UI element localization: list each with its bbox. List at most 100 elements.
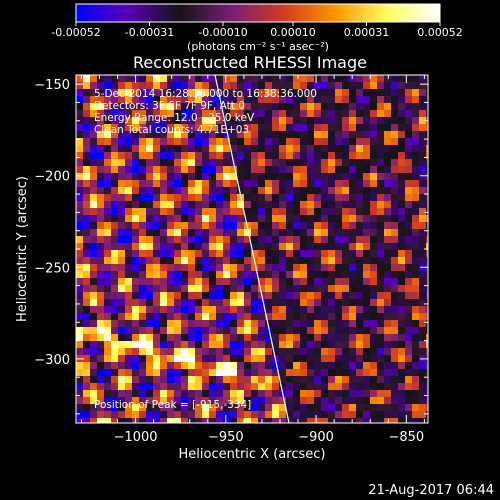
heatmap-cell: [370, 334, 377, 341]
heatmap-cell: [405, 306, 412, 313]
heatmap-cell: [293, 117, 300, 124]
heatmap-cell: [153, 124, 160, 131]
heatmap-cell: [195, 180, 202, 187]
heatmap-cell: [384, 404, 391, 411]
heatmap-cell: [377, 264, 384, 271]
heatmap-cell: [195, 334, 202, 341]
heatmap-cell: [258, 383, 265, 390]
heatmap-cell: [426, 222, 428, 229]
heatmap-cell: [174, 131, 181, 138]
heatmap-cell: [349, 152, 356, 159]
heatmap-cell: [370, 362, 377, 369]
heatmap-cell: [356, 278, 363, 285]
heatmap-cell: [209, 117, 216, 124]
heatmap-cell: [202, 334, 209, 341]
heatmap-cell: [314, 292, 321, 299]
heatmap-cell: [265, 173, 272, 180]
heatmap-cell: [307, 180, 314, 187]
heatmap-cell: [384, 341, 391, 348]
heatmap-cell: [405, 152, 412, 159]
heatmap-cell: [76, 124, 83, 131]
heatmap-cell: [118, 82, 125, 89]
heatmap-cell: [412, 173, 419, 180]
heatmap-cell: [265, 418, 272, 423]
heatmap-cell: [118, 397, 125, 404]
heatmap-cell: [272, 299, 279, 306]
heatmap-cell: [391, 138, 398, 145]
heatmap-cell: [419, 278, 426, 285]
heatmap-cell: [300, 355, 307, 362]
heatmap-cell: [118, 299, 125, 306]
heatmap-cell: [307, 285, 314, 292]
heatmap-cell: [335, 194, 342, 201]
heatmap-cell: [244, 187, 251, 194]
heatmap-cell: [384, 103, 391, 110]
heatmap-cell: [153, 236, 160, 243]
heatmap-cell: [286, 383, 293, 390]
heatmap-cell: [181, 96, 188, 103]
heatmap-cell: [223, 166, 230, 173]
heatmap-cell: [237, 376, 244, 383]
heatmap-cell: [314, 348, 321, 355]
heatmap-cell: [244, 173, 251, 180]
heatmap-cell: [216, 341, 223, 348]
heatmap-cell: [251, 138, 258, 145]
heatmap-cell: [181, 166, 188, 173]
heatmap-cell: [426, 376, 428, 383]
heatmap-cell: [426, 404, 428, 411]
heatmap-cell: [377, 397, 384, 404]
heatmap-cell: [335, 292, 342, 299]
heatmap-cell: [321, 166, 328, 173]
heatmap-cell: [335, 82, 342, 89]
heatmap-cell: [265, 96, 272, 103]
heatmap-cell: [342, 383, 349, 390]
heatmap-cell: [384, 306, 391, 313]
heatmap-cell: [251, 411, 258, 418]
heatmap-cell: [167, 327, 174, 334]
heatmap-cell: [398, 215, 405, 222]
heatmap-cell: [293, 320, 300, 327]
heatmap-cell: [370, 110, 377, 117]
heatmap-cell: [104, 264, 111, 271]
heatmap-cell: [391, 173, 398, 180]
heatmap-cell: [188, 110, 195, 117]
heatmap-cell: [146, 75, 153, 82]
heatmap-cell: [307, 173, 314, 180]
heatmap-cell: [209, 103, 216, 110]
heatmap-cell: [405, 383, 412, 390]
heatmap-cell: [160, 341, 167, 348]
heatmap-cell: [251, 397, 258, 404]
heatmap-cell: [258, 236, 265, 243]
heatmap-cell: [237, 257, 244, 264]
heatmap-cell: [349, 362, 356, 369]
heatmap-cell: [328, 103, 335, 110]
heatmap-cell: [307, 313, 314, 320]
heatmap-cell: [321, 194, 328, 201]
heatmap-cell: [244, 89, 251, 96]
heatmap-cell: [377, 285, 384, 292]
heatmap-cell: [125, 173, 132, 180]
heatmap-cell: [244, 229, 251, 236]
heatmap-cell: [167, 418, 174, 423]
heatmap-cell: [125, 285, 132, 292]
heatmap-cell: [230, 222, 237, 229]
heatmap-cell: [111, 250, 118, 257]
heatmap-cell: [293, 348, 300, 355]
heatmap-cell: [118, 124, 125, 131]
heatmap-cell: [83, 334, 90, 341]
heatmap-cell: [258, 103, 265, 110]
heatmap-cell: [181, 145, 188, 152]
heatmap-cell: [237, 404, 244, 411]
heatmap-cell: [426, 327, 428, 334]
heatmap-cell: [300, 145, 307, 152]
heatmap-cell: [293, 138, 300, 145]
heatmap-cell: [426, 138, 428, 145]
heatmap-cell: [118, 145, 125, 152]
heatmap-cell: [356, 292, 363, 299]
heatmap-cell: [328, 215, 335, 222]
heatmap-cell: [328, 257, 335, 264]
heatmap-cell: [321, 404, 328, 411]
heatmap-cell: [370, 117, 377, 124]
heatmap-cell: [335, 411, 342, 418]
heatmap-cell: [181, 411, 188, 418]
